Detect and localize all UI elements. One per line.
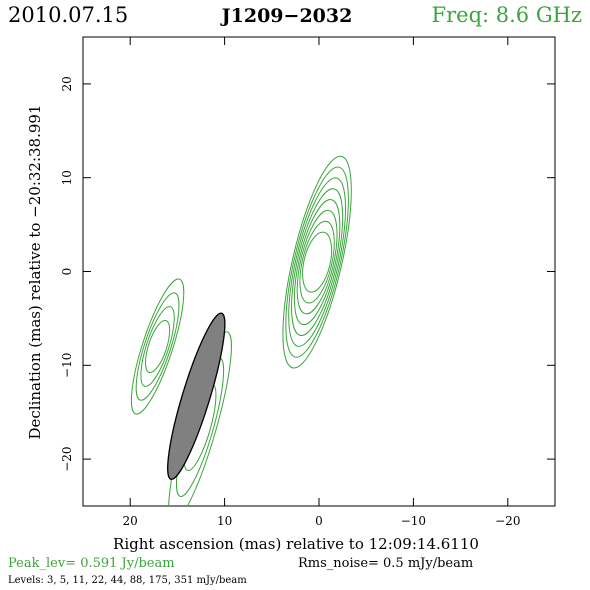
x-tick-label-3: −10	[401, 514, 426, 528]
peak-level: Peak_lev= 0.591 Jy/beam	[8, 556, 175, 571]
plot-layer	[130, 155, 352, 506]
contour-core-level-7	[299, 220, 335, 304]
contour-core-level-2	[285, 166, 349, 358]
contour-jet-1-level-1	[130, 278, 185, 415]
source-name: J1209−2032	[220, 5, 353, 27]
x-tick-label-2: 0	[315, 514, 323, 528]
contour-levels: Levels: 3, 5, 11, 22, 44, 88, 175, 351 m…	[8, 575, 247, 586]
contour-core-level-4	[291, 188, 344, 337]
contour-core-level-8	[302, 231, 333, 293]
observation-date: 2010.07.15	[8, 3, 128, 27]
contour-core-level-1	[282, 155, 352, 369]
frequency-label: Freq: 8.6 GHz	[432, 3, 582, 27]
y-tick-label-3: −10	[60, 353, 74, 378]
y-tick-label-1: 10	[60, 170, 74, 185]
contour-jet-1-level-4	[145, 319, 171, 374]
x-tick-label-1: 10	[217, 514, 232, 528]
x-tick-label-4: −20	[495, 514, 520, 528]
y-tick-label-2: 0	[60, 268, 74, 276]
contour-core-level-6	[296, 209, 338, 315]
y-tick-label-4: −20	[60, 446, 74, 471]
y-axis-title: Declination (mas) relative to −20:32:38.…	[26, 104, 44, 439]
x-tick-label-0: 20	[123, 514, 138, 528]
contour-core-level-5	[293, 199, 341, 326]
plot-frame	[82, 36, 556, 507]
tick-layer: 20 10 0 −10 −20 20 10 0 −10 −20	[60, 37, 555, 528]
contour-jet-1-level-3	[140, 306, 175, 387]
contour-core-level-3	[288, 177, 347, 347]
rms-noise: Rms_noise= 0.5 mJy/beam	[298, 556, 473, 571]
contour-jet-1-level-2	[135, 292, 180, 401]
y-tick-label-0: 20	[60, 76, 74, 91]
x-axis-title: Right ascension (mas) relative to 12:09:…	[113, 535, 479, 553]
restoring-beam	[167, 312, 226, 481]
